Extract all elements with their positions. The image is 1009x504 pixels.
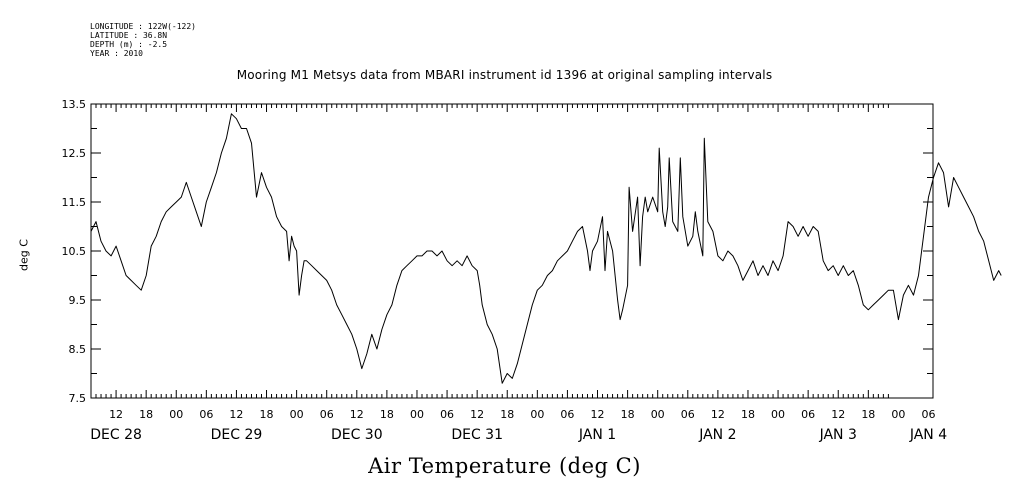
x-tick-label: 00 bbox=[771, 408, 785, 421]
plot-frame bbox=[90, 103, 934, 399]
x-tick-label: 18 bbox=[139, 408, 153, 421]
x-day-label: DEC 28 bbox=[90, 427, 142, 443]
x-tick-label: 06 bbox=[922, 408, 936, 421]
x-tick-label: 00 bbox=[891, 408, 905, 421]
x-tick-label: 12 bbox=[109, 408, 123, 421]
x-day-label: JAN 1 bbox=[578, 427, 616, 443]
x-tick-label: 18 bbox=[260, 408, 274, 421]
y-tick-label: 11.5 bbox=[62, 196, 87, 209]
depth-text: DEPTH (m) : -2.5 bbox=[90, 40, 168, 49]
chart-title: Mooring M1 Metsys data from MBARI instru… bbox=[236, 68, 773, 82]
x-tick-label: 00 bbox=[169, 408, 183, 421]
x-tick-label: 06 bbox=[320, 408, 334, 421]
x-axis-label: Air Temperature (deg C) bbox=[368, 454, 641, 478]
x-tick-label: 12 bbox=[591, 408, 605, 421]
x-tick-label: 18 bbox=[621, 408, 635, 421]
latitude-text: LATITUDE : 36.8N bbox=[90, 31, 168, 40]
x-tick-label: 00 bbox=[651, 408, 665, 421]
series-layer bbox=[90, 113, 1002, 384]
x-tick-label: 12 bbox=[831, 408, 845, 421]
x-tick-label: 18 bbox=[500, 408, 514, 421]
x-day-label: JAN 4 bbox=[909, 427, 947, 443]
x-tick-label: 12 bbox=[229, 408, 243, 421]
x-day-label: DEC 31 bbox=[451, 427, 503, 443]
x-tick-label: 06 bbox=[801, 408, 815, 421]
longitude-text: LONGITUDE : 122W(-122) bbox=[90, 22, 196, 31]
x-tick-label: 06 bbox=[681, 408, 695, 421]
x-tick-label: 00 bbox=[290, 408, 304, 421]
y-tick-label: 13.5 bbox=[62, 98, 87, 111]
x-tick-label: 18 bbox=[380, 408, 394, 421]
y-tick-label: 12.5 bbox=[62, 147, 87, 160]
x-tick-label: 00 bbox=[410, 408, 424, 421]
y-tick-label: 10.5 bbox=[62, 245, 87, 258]
location-metadata: LONGITUDE : 122W(-122) LATITUDE : 36.8N … bbox=[90, 22, 196, 58]
y-tick-label: 8.5 bbox=[69, 343, 87, 356]
x-tick-label: 06 bbox=[560, 408, 574, 421]
x-day-label: JAN 3 bbox=[819, 427, 857, 443]
x-tick-label: 12 bbox=[470, 408, 484, 421]
x-day-label: DEC 29 bbox=[211, 427, 263, 443]
series-line bbox=[90, 113, 1002, 384]
x-day-label: DEC 30 bbox=[331, 427, 383, 443]
x-tick-label: 00 bbox=[530, 408, 544, 421]
x-day-label: JAN 2 bbox=[698, 427, 736, 443]
x-tick-label: 18 bbox=[861, 408, 875, 421]
x-tick-label: 12 bbox=[711, 408, 725, 421]
year-text: YEAR : 2010 bbox=[90, 49, 143, 58]
x-tick-label: 18 bbox=[741, 408, 755, 421]
y-tick-label: 9.5 bbox=[69, 294, 87, 307]
tick-labels: 7.5 8.5 9.5 10.5 11.5 12.5 13.5 12 18 00 06 12 18 00 0… bbox=[62, 98, 948, 443]
chart-axes bbox=[90, 103, 934, 399]
x-tick-label: 06 bbox=[440, 408, 454, 421]
y-tick-label: 7.5 bbox=[69, 392, 87, 405]
x-tick-label: 12 bbox=[350, 408, 364, 421]
x-tick-label: 06 bbox=[199, 408, 213, 421]
